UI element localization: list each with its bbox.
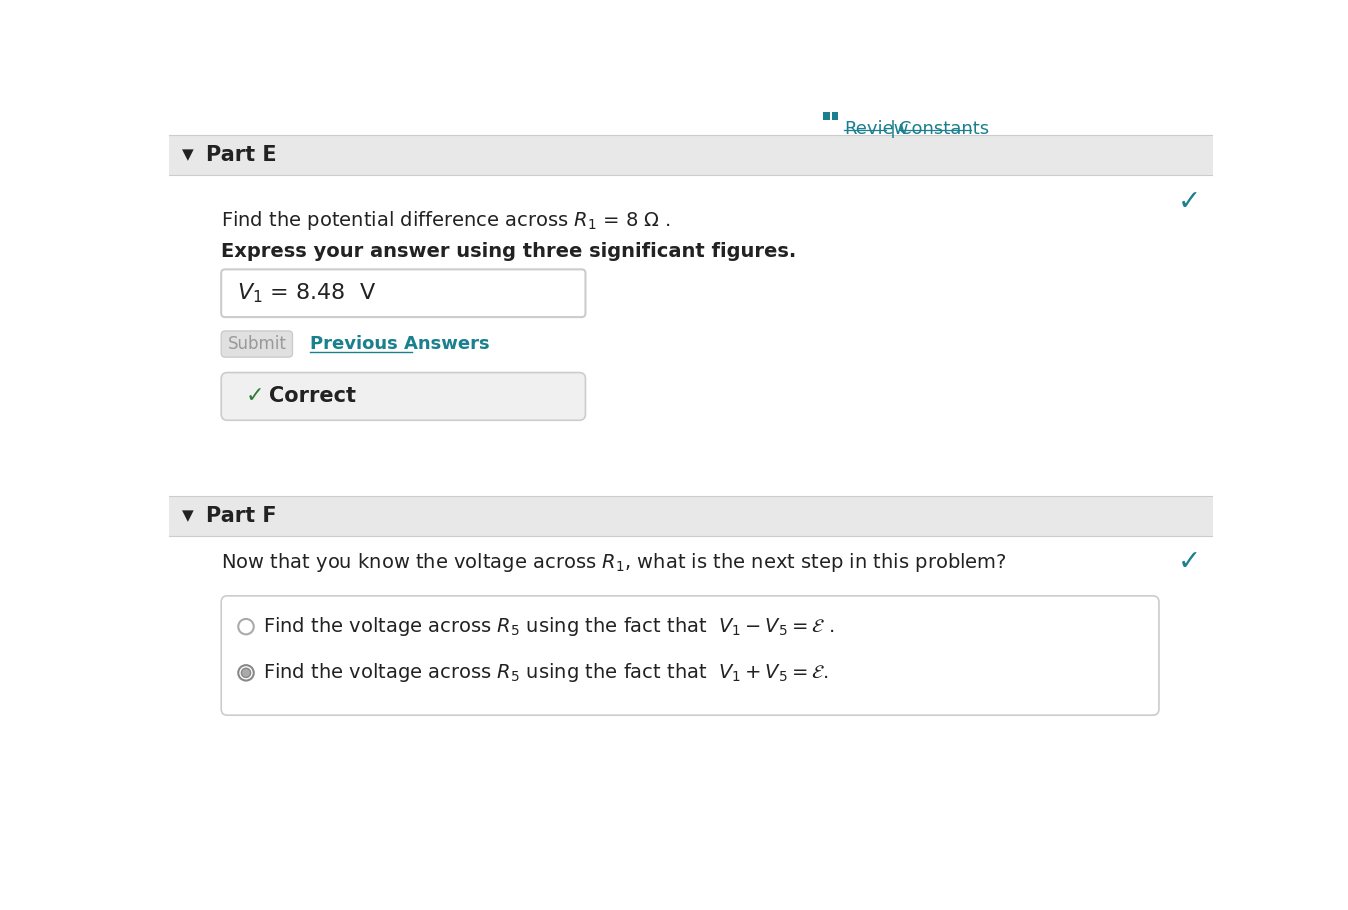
Bar: [824, 112, 829, 120]
FancyBboxPatch shape: [221, 331, 293, 357]
Text: Part E: Part E: [206, 145, 276, 165]
Text: Previous Answers: Previous Answers: [310, 335, 489, 353]
FancyBboxPatch shape: [221, 372, 585, 420]
Bar: [168, 536, 1213, 810]
Text: Express your answer using three significant figures.: Express your answer using three signific…: [221, 242, 797, 260]
Text: ▼: ▼: [182, 147, 194, 162]
Bar: [832, 112, 838, 120]
Circle shape: [241, 668, 251, 677]
Text: $V_1$ = 8.48  V: $V_1$ = 8.48 V: [237, 281, 376, 305]
Bar: [168, 496, 1213, 536]
FancyBboxPatch shape: [221, 596, 1159, 715]
Text: Correct: Correct: [270, 387, 356, 407]
Text: Find the potential difference across $R_1$ = 8 $\Omega$ .: Find the potential difference across $R_…: [221, 209, 671, 232]
Text: Review: Review: [844, 120, 909, 138]
FancyBboxPatch shape: [221, 269, 585, 317]
Text: Find the voltage across $R_5$ using the fact that  $V_1 + V_5 = \mathcal{E}$.: Find the voltage across $R_5$ using the …: [263, 662, 829, 684]
Text: ✓: ✓: [1178, 187, 1201, 216]
Bar: [168, 175, 1213, 494]
Bar: [168, 135, 1213, 175]
Text: Submit: Submit: [228, 335, 286, 353]
Text: ✓: ✓: [1178, 548, 1201, 576]
Text: Now that you know the voltage across $R_1$, what is the next step in this proble: Now that you know the voltage across $R_…: [221, 551, 1007, 574]
Text: |: |: [890, 120, 896, 138]
Text: Constants: Constants: [899, 120, 989, 138]
Text: Find the voltage across $R_5$ using the fact that  $V_1 - V_5 = \mathcal{E}$ .: Find the voltage across $R_5$ using the …: [263, 615, 834, 638]
Text: Part F: Part F: [206, 506, 276, 526]
Text: ✓: ✓: [245, 387, 264, 407]
Text: ▼: ▼: [182, 509, 194, 523]
